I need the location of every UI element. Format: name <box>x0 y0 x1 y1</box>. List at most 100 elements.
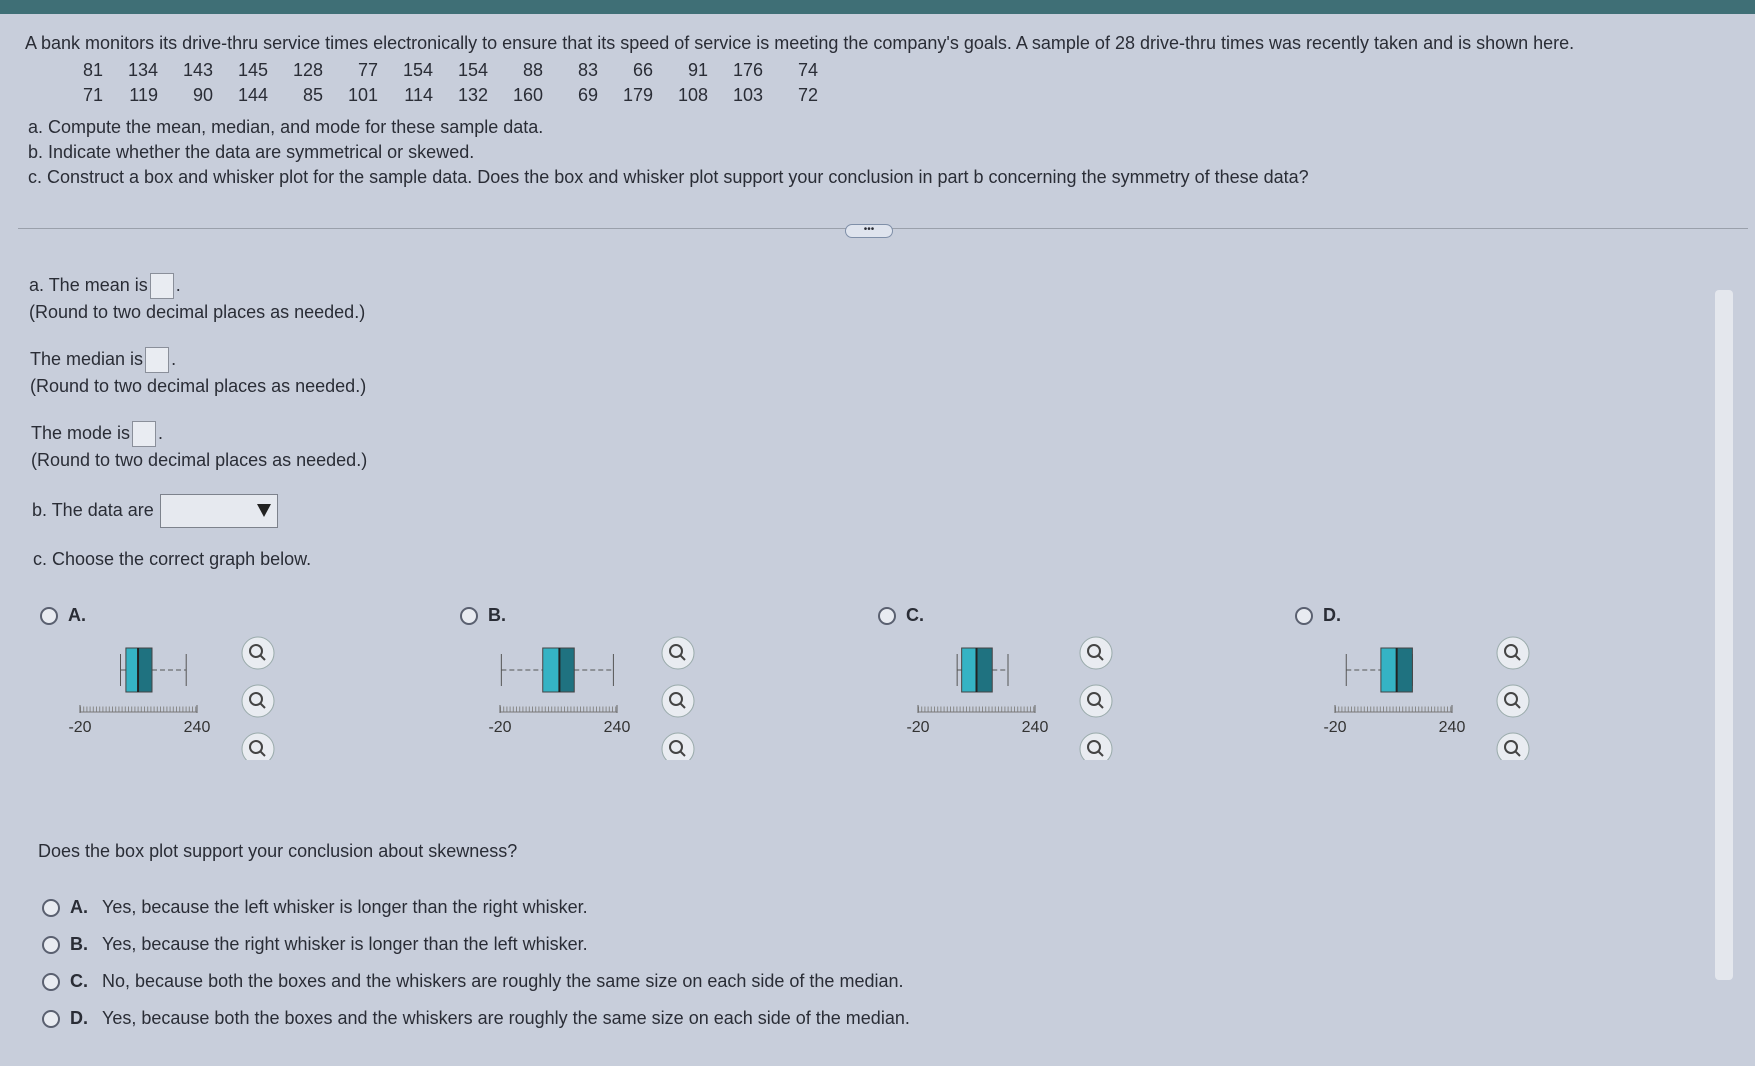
zoom-out[interactable] <box>1496 684 1530 718</box>
data-cell: 119 <box>129 85 158 105</box>
box-lower <box>1380 647 1398 693</box>
box-upper <box>558 647 575 693</box>
support-option[interactable]: C. No, because both the boxes and the whi… <box>42 971 903 992</box>
icon-handle <box>1097 702 1104 709</box>
data-cell: 176 <box>732 60 763 80</box>
support-option[interactable]: D. Yes, because both the boxes and the wh… <box>42 1008 910 1029</box>
median-input[interactable] <box>145 347 170 373</box>
icon-bg <box>1496 636 1530 670</box>
problem-text: A bank monitors its drive-thru service t… <box>25 33 1575 53</box>
mode-row: The mode is. <box>31 421 163 447</box>
zoom-out[interactable] <box>1079 684 1113 718</box>
zoom-out[interactable] <box>661 684 695 718</box>
mode-hint: (Round to two decimal places as needed.) <box>31 450 368 470</box>
mean-input[interactable] <box>149 273 174 299</box>
skew-dropdown[interactable] <box>159 494 278 528</box>
box-plot: -20 240 <box>906 636 1113 760</box>
option-letter: B. <box>70 934 88 954</box>
zoom-out[interactable] <box>241 684 275 718</box>
graph-option[interactable]: A. <box>40 605 86 626</box>
radio[interactable] <box>878 607 896 626</box>
data-cell: 88 <box>522 60 543 80</box>
data-cell: 145 <box>237 60 268 80</box>
zoom-in[interactable] <box>1079 636 1113 670</box>
graph-prompt: c. Choose the correct graph below. <box>33 549 312 569</box>
data-cell: 160 <box>512 85 543 105</box>
option-text: No, because both the boxes and the whisk… <box>102 971 904 991</box>
median-hint: (Round to two decimal places as needed.) <box>30 376 367 396</box>
support-option[interactable]: A. Yes, because the left whisker is longe… <box>42 897 588 918</box>
icon-handle <box>1514 702 1521 709</box>
box-lower <box>542 647 560 693</box>
open-window[interactable] <box>241 732 275 760</box>
part-a: a. Compute the mean, median, and mode fo… <box>28 117 544 137</box>
part-c: c. Construct a box and whisker plot for … <box>28 167 1309 187</box>
data-cell: 85 <box>302 85 323 105</box>
box-plot: -20 240 <box>488 636 695 760</box>
zoom-in[interactable] <box>661 636 695 670</box>
open-window[interactable] <box>1496 732 1530 760</box>
box-plot: -20 240 <box>68 636 275 760</box>
option-letter: D. <box>70 1008 88 1028</box>
icon-bg <box>661 684 695 718</box>
graph-option[interactable]: B. <box>460 605 506 626</box>
icon-bg <box>1079 684 1113 718</box>
icon-glass <box>669 644 683 658</box>
radio[interactable] <box>42 1010 60 1029</box>
zoom-in[interactable] <box>1496 636 1530 670</box>
data-cell: 108 <box>677 85 708 105</box>
open-window[interactable] <box>661 732 695 760</box>
radio[interactable] <box>42 899 60 918</box>
icon-bg <box>1496 732 1530 760</box>
icon-bg <box>661 732 695 760</box>
data-cell: 154 <box>402 60 433 80</box>
radio[interactable] <box>40 607 58 626</box>
mode-input[interactable] <box>132 421 157 447</box>
icon-glass <box>669 692 683 706</box>
graph-option[interactable]: C. <box>878 605 924 626</box>
icon-glass <box>1504 740 1518 754</box>
icon-glass <box>669 740 683 754</box>
data-cell: 101 <box>347 85 378 105</box>
x-tick-label: -20 <box>488 719 511 736</box>
data-cell: 179 <box>622 85 653 105</box>
mean-end: . <box>175 274 181 295</box>
data-cell: 71 <box>82 85 103 105</box>
box-lower <box>125 647 139 693</box>
skew-row: b. The data are <box>32 494 278 528</box>
icon-bg <box>241 732 275 760</box>
part-b: b. Indicate whether the data are symmetr… <box>28 142 475 162</box>
expand-button[interactable]: ••• <box>845 224 893 238</box>
data-cell: 103 <box>732 85 763 105</box>
icon-handle <box>259 750 266 757</box>
option-label: A. <box>68 605 86 625</box>
radio[interactable] <box>42 973 60 992</box>
icon-handle <box>1097 654 1104 661</box>
icon-bg <box>1496 684 1530 718</box>
data-cell: 77 <box>357 60 378 80</box>
skew-label: b. The data are <box>32 499 154 520</box>
radio[interactable] <box>42 936 60 955</box>
median-end: . <box>171 348 177 369</box>
support-option[interactable]: B. Yes, because the right whisker is long… <box>42 934 588 955</box>
radio[interactable] <box>460 607 478 626</box>
radio[interactable] <box>1295 607 1313 626</box>
box-lower <box>961 647 978 693</box>
option-label: B. <box>488 605 506 625</box>
data-table: 81 134 143 145 128 77 154 154 88 83 66 91 176 74 71 119… <box>48 60 818 110</box>
icon-handle <box>1514 654 1521 661</box>
x-tick-label: -20 <box>1323 719 1346 736</box>
data-row: 71 119 90 144 85 101 114 132 160 69 179 108 103 72 <box>48 85 818 110</box>
data-cell: 134 <box>127 60 158 80</box>
data-cell: 74 <box>797 60 818 80</box>
data-cell: 114 <box>404 85 433 105</box>
graph-option[interactable]: D. <box>1295 605 1341 626</box>
box-upper <box>137 647 153 693</box>
option-letter: A. <box>70 897 88 917</box>
open-window[interactable] <box>1079 732 1113 760</box>
box-upper <box>1396 647 1413 693</box>
zoom-in[interactable] <box>241 636 275 670</box>
scrollbar[interactable] <box>1715 290 1733 980</box>
box-plot: -20 240 <box>1323 636 1530 760</box>
mean-row: a. The mean is. <box>29 273 181 299</box>
